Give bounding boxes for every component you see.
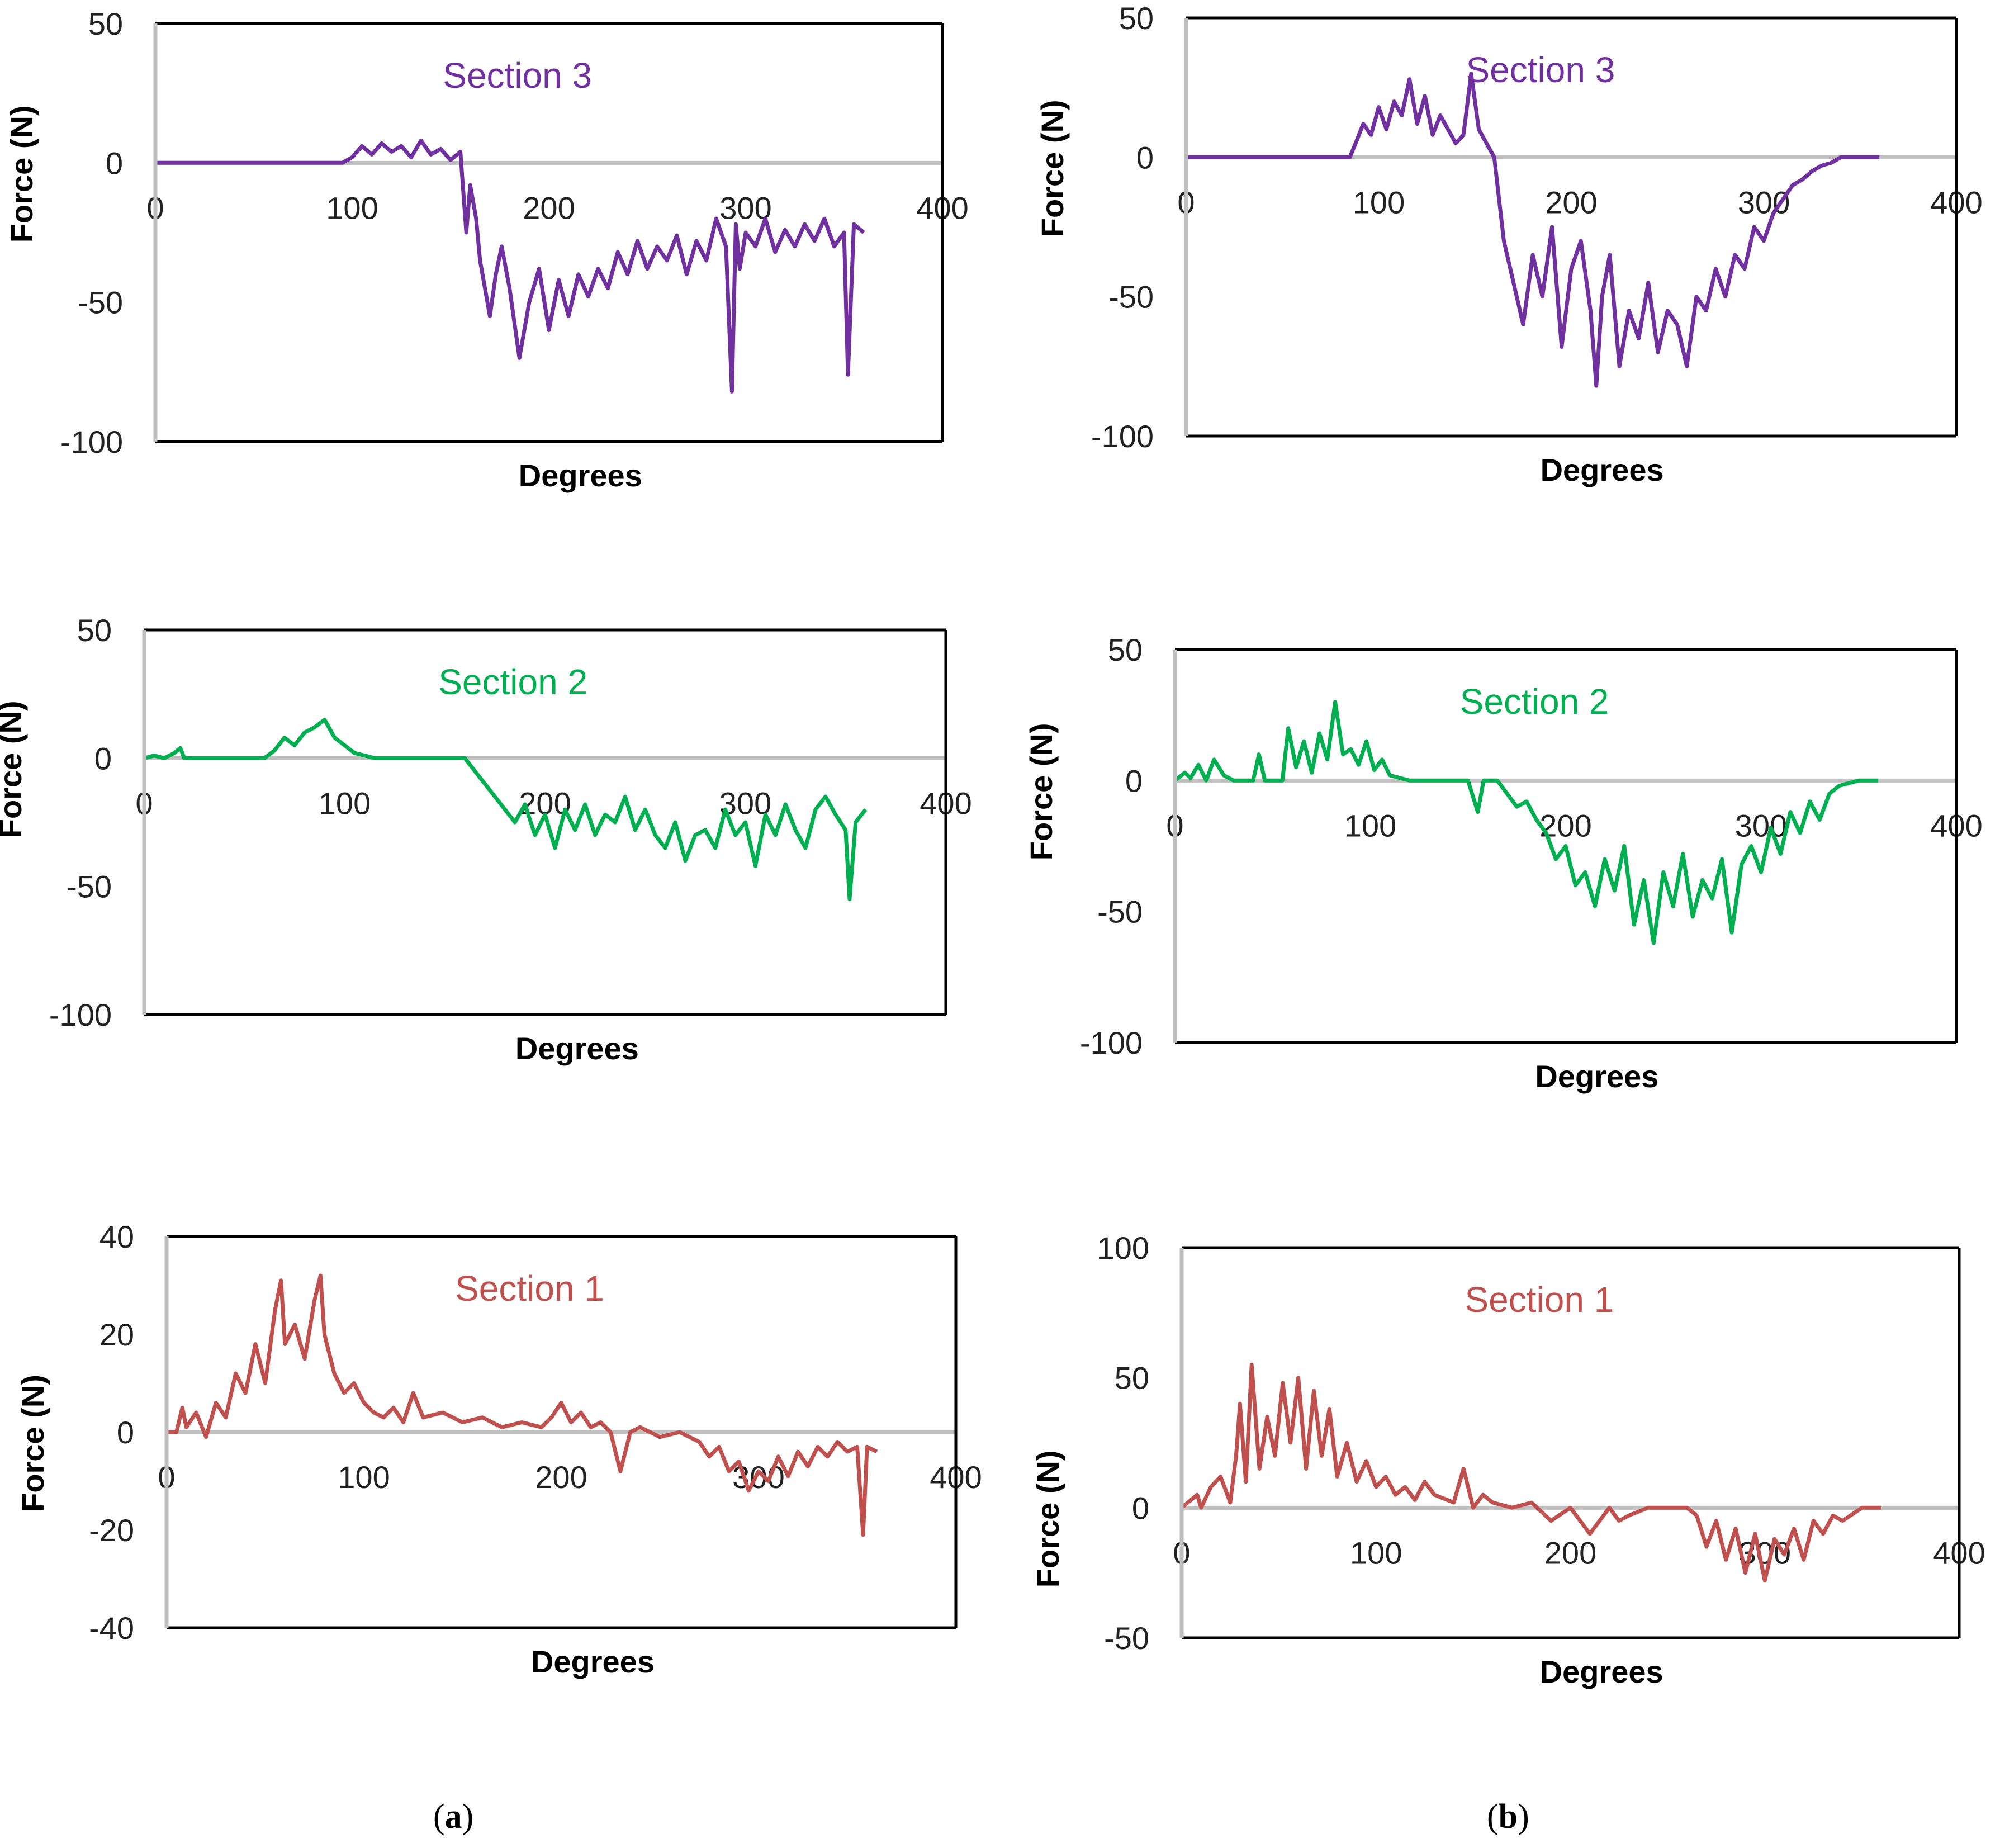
label-b-close: ) — [1518, 1798, 1529, 1836]
y-tick-label: 50 — [1108, 632, 1143, 667]
series-line — [167, 1276, 877, 1535]
x-tick-label: 300 — [1735, 808, 1787, 843]
y-tick-label: -50 — [1104, 1620, 1149, 1656]
chart-title: Section 3 — [1466, 50, 1615, 90]
x-tick-label: 100 — [326, 190, 378, 225]
y-axis-label: Force (N) — [1030, 1450, 1065, 1588]
y-tick-label: 50 — [1119, 1, 1154, 36]
y-tick-label: 20 — [99, 1317, 134, 1352]
subfigure-label-a: (a) — [433, 1797, 473, 1837]
figure-canvas: 0100200300400500-50-100Section 3DegreesF… — [0, 0, 2000, 1848]
chart-title: Section 2 — [438, 662, 587, 702]
x-axis-label: Degrees — [515, 1031, 639, 1066]
y-tick-label: 50 — [1115, 1361, 1149, 1396]
y-tick-label: 0 — [117, 1415, 134, 1450]
y-axis-label: Force (N) — [1035, 99, 1070, 237]
y-tick-label: -100 — [1091, 419, 1154, 454]
x-axis-label: Degrees — [531, 1644, 655, 1679]
x-tick-label: 100 — [1350, 1535, 1402, 1570]
chart-title: Section 2 — [1460, 681, 1609, 722]
x-axis-label: Degrees — [1541, 452, 1664, 487]
x-axis-label: Degrees — [519, 458, 642, 493]
label-a-close: ) — [462, 1798, 474, 1836]
chart-title: Section 1 — [455, 1268, 604, 1309]
x-tick-label: 100 — [319, 785, 371, 821]
y-tick-label: -100 — [1080, 1025, 1143, 1060]
y-tick-label: -50 — [1108, 279, 1154, 315]
y-axis-label: Force (N) — [0, 700, 28, 838]
y-tick-label: -50 — [67, 869, 112, 904]
x-tick-label: 100 — [1344, 808, 1396, 843]
label-b-letter: b — [1499, 1798, 1518, 1836]
y-tick-label: 0 — [1136, 140, 1154, 175]
y-tick-label: 0 — [1132, 1490, 1149, 1525]
x-tick-label: 200 — [1545, 184, 1597, 220]
y-axis-label: Force (N) — [15, 1375, 50, 1512]
y-tick-label: -20 — [89, 1513, 134, 1548]
x-tick-label: 100 — [338, 1460, 390, 1495]
label-a-letter: a — [445, 1798, 462, 1836]
label-a-open: ( — [433, 1798, 445, 1836]
chart-title: Section 3 — [443, 55, 592, 96]
y-tick-label: -40 — [89, 1610, 134, 1646]
x-tick-label: 200 — [535, 1460, 587, 1495]
y-tick-label: 50 — [77, 613, 112, 648]
x-tick-label: 200 — [1544, 1535, 1596, 1570]
y-tick-label: 50 — [88, 6, 123, 41]
y-axis-label: Force (N) — [4, 105, 39, 243]
y-axis-label: Force (N) — [1023, 723, 1059, 860]
y-tick-label: -50 — [1097, 894, 1143, 930]
y-tick-label: 0 — [106, 145, 123, 181]
y-tick-label: 0 — [1125, 763, 1143, 798]
x-axis-label: Degrees — [1535, 1059, 1658, 1094]
chart-title: Section 1 — [1465, 1280, 1614, 1320]
y-tick-label: 100 — [1097, 1230, 1149, 1266]
y-tick-label: -50 — [78, 285, 123, 320]
label-b-open: ( — [1487, 1798, 1499, 1836]
y-tick-label: -100 — [60, 424, 123, 459]
y-tick-label: 0 — [94, 741, 112, 776]
series-line — [155, 140, 864, 391]
subfigure-label-b: (b) — [1487, 1797, 1529, 1837]
y-tick-label: -100 — [49, 997, 112, 1032]
x-tick-label: 100 — [1353, 184, 1405, 220]
y-tick-label: 40 — [99, 1219, 134, 1254]
x-axis-label: Degrees — [1540, 1654, 1663, 1689]
series-line — [1186, 74, 1879, 386]
x-tick-label: 200 — [523, 190, 575, 225]
